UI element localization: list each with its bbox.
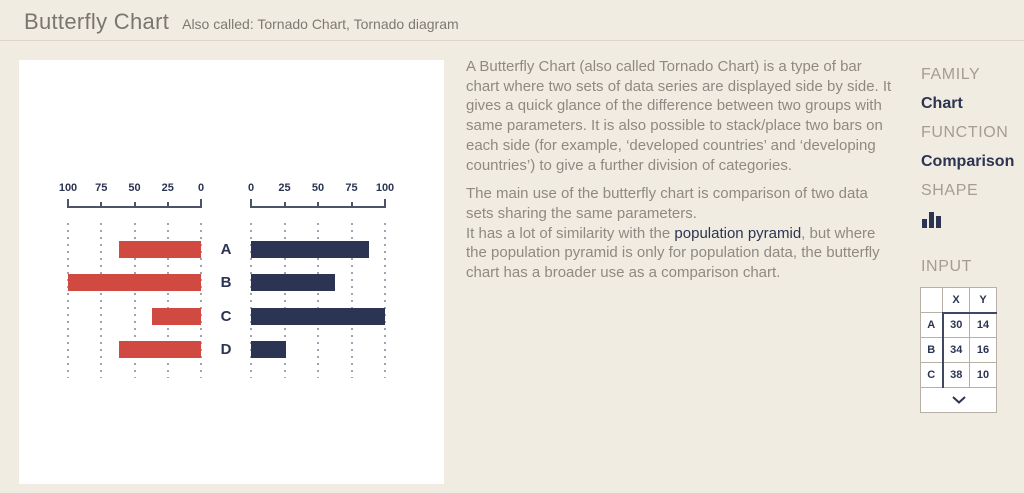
population-pyramid-link[interactable]: population pyramid (674, 224, 802, 242)
axis-tick-mark (200, 199, 202, 208)
axis-tick-label: 25 (161, 182, 174, 194)
sidebar: FAMILY Chart FUNCTION Comparison SHAPE I… (920, 66, 1021, 413)
right-bar-D (251, 340, 286, 358)
cell-y: 14 (969, 311, 997, 338)
gridline (384, 223, 386, 378)
left-bar-D (118, 340, 201, 358)
axis-tick-mark (317, 202, 319, 208)
left-bar-C (151, 307, 201, 325)
family-label: FAMILY (921, 66, 981, 83)
axis-tick-mark (283, 202, 286, 208)
axis-tick-label: 75 (345, 182, 358, 194)
axis-tick-label: 100 (58, 182, 78, 194)
row-label: B (920, 337, 943, 363)
cell-x: 34 (941, 337, 970, 363)
axis-tick-label: 0 (247, 182, 255, 194)
axis-tick-mark (100, 202, 103, 208)
left-bar-A (118, 241, 201, 258)
axis-tick-label: 25 (278, 182, 291, 194)
cell-x: 38 (941, 362, 970, 388)
axis-tick-label: 0 (197, 182, 205, 194)
axis-tick-mark (250, 199, 252, 208)
axis-tick-mark (384, 199, 386, 208)
gridline (166, 223, 169, 378)
description-paragraph-1: A Butterfly Chart (also called Tornado C… (466, 58, 892, 174)
corner-cell (920, 287, 943, 313)
axis-tick-label: 100 (375, 182, 395, 194)
category-label: D (220, 340, 232, 358)
category-label: C (220, 307, 232, 325)
page-title: Butterfly Chart (24, 9, 170, 34)
left-bar-B (68, 274, 201, 292)
right-bar-A (251, 241, 369, 258)
gridline (67, 223, 69, 378)
right-plot (250, 223, 386, 378)
page-header: Butterfly Chart Also called: Tornado Cha… (0, 0, 1024, 41)
cell-y: 16 (969, 337, 997, 363)
paragraph-2-before-link: It has a lot of similarity with the (466, 224, 675, 242)
description-paragraph-2: The main use of the butterfly chart is c… (466, 184, 896, 283)
axis-tick-mark (350, 202, 353, 208)
gridline (350, 223, 353, 378)
left-axis: 100 75 50 25 0 (59, 182, 205, 208)
axis-tick-mark (133, 202, 136, 208)
function-label: FUNCTION (921, 124, 1009, 141)
row-label: A (920, 312, 943, 338)
input-label: INPUT (921, 258, 972, 275)
expand-table-button[interactable] (920, 387, 997, 413)
axis-tick-label: 50 (128, 182, 141, 194)
gridline (317, 223, 319, 378)
shape-label: SHAPE (921, 182, 979, 199)
cell-y: 10 (969, 362, 997, 388)
axis-tick-mark (67, 199, 69, 208)
right-axis: 0 25 50 75 100 (247, 182, 394, 208)
column-header-x: X (942, 287, 970, 313)
left-plot (67, 223, 202, 378)
input-table: X Y A 30 14 B 34 16 C 38 10 (920, 287, 997, 413)
cell-x: 30 (941, 311, 970, 338)
page-subtitle: Also called: Tornado Chart, Tornado diag… (182, 16, 459, 32)
category-label: A (220, 241, 232, 258)
paragraph-2-line-1: The main use of the butterfly chart is c… (466, 185, 868, 222)
table-row: A 30 14 (920, 311, 997, 338)
column-header-y: Y (969, 287, 997, 313)
axis-tick-label: 50 (311, 182, 325, 194)
gridline (200, 223, 202, 378)
input-table-expand-row (920, 387, 997, 413)
gridline (133, 223, 136, 378)
table-row: B 34 16 (920, 337, 997, 363)
gridline (283, 223, 286, 378)
table-row: C 38 10 (920, 362, 997, 388)
right-bar-C (251, 307, 385, 325)
gridline (100, 223, 103, 378)
input-table-header-row: X Y (920, 287, 997, 313)
category-label: B (220, 274, 232, 292)
family-value[interactable]: Chart (921, 95, 963, 112)
function-value[interactable]: Comparison (921, 153, 1015, 170)
paragraph-2-after-link: , but where the population pyramid is on… (466, 224, 880, 282)
right-bar-B (251, 274, 336, 292)
row-label: C (920, 362, 943, 388)
bar-chart-icon (922, 211, 1021, 228)
axis-tick-mark (166, 202, 169, 208)
chevron-down-icon (951, 396, 966, 404)
axis-tick-label: 75 (95, 182, 108, 194)
gridline (250, 223, 252, 378)
description: A Butterfly Chart (also called Tornado C… (466, 57, 896, 292)
